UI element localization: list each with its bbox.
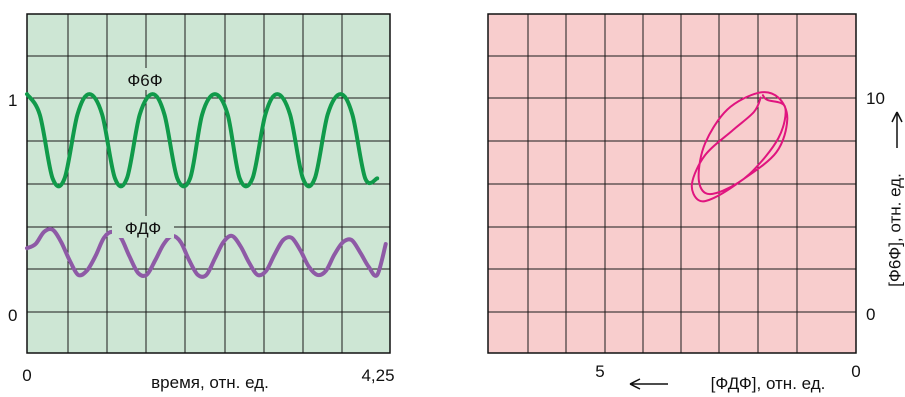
phase-plot-lines <box>690 91 789 203</box>
x-tick-label: 5 <box>595 362 604 381</box>
x-tick-label: 0 <box>22 366 31 385</box>
y-tick-label: 10 <box>866 89 885 108</box>
y-axis-title: [Ф6Ф], отн. ед. <box>886 173 905 287</box>
series-label-background <box>112 216 174 238</box>
series-label-background <box>116 68 174 90</box>
y-axis-arrow <box>891 111 903 148</box>
time-series-panel: Ф6Ф ФДФ 0 1 0 4,25 время, отн. ед. <box>8 13 395 392</box>
plot-frame <box>487 13 857 354</box>
series-line-1 <box>25 226 388 279</box>
series-line-0 <box>690 91 789 203</box>
series-label-fdf: ФДФ <box>125 219 161 238</box>
y-tick-label: 0 <box>866 305 875 324</box>
x-tick-label: 4,25 <box>361 366 394 385</box>
time-series-grid <box>26 13 391 354</box>
phase-plot-panel: 5 0 0 10 [ФДФ], отн. ед. [Ф6Ф], отн. ед. <box>487 13 905 393</box>
x-tick-label: 0 <box>851 362 860 381</box>
time-series-lines <box>25 68 388 279</box>
series-label-f6f: Ф6Ф <box>127 71 162 90</box>
plot-frame <box>26 13 391 354</box>
series-line-0 <box>25 92 380 189</box>
y-tick-label: 0 <box>8 306 17 325</box>
phase-plot-grid <box>487 13 857 354</box>
y-tick-label: 1 <box>8 91 17 110</box>
x-axis-arrow <box>629 378 668 390</box>
x-axis-title: [ФДФ], отн. ед. <box>711 374 826 393</box>
x-axis-title: время, отн. ед. <box>151 373 269 392</box>
